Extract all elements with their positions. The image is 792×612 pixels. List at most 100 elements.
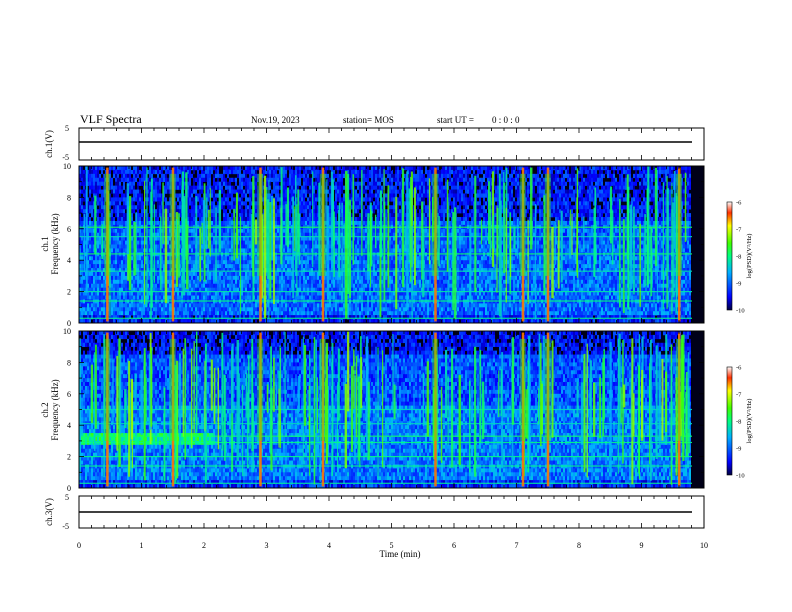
spectrogram-cell (213, 205, 215, 210)
spectrogram-cell (329, 240, 331, 245)
spectrogram-cell (247, 185, 249, 190)
spectrogram-cell (97, 240, 99, 245)
spectrogram-cell (111, 287, 113, 292)
spectrogram-cell (199, 205, 201, 210)
spectrogram-cell (205, 307, 207, 312)
spectrogram-cell (331, 166, 333, 171)
spectrogram-cell (99, 189, 101, 194)
spectrogram-cell (117, 185, 119, 190)
spectrogram-cell (249, 193, 251, 198)
spectrogram-cell (237, 271, 239, 277)
spectrogram-cell (113, 303, 115, 308)
spectrogram-cell (105, 228, 107, 234)
spectrogram-cell (249, 169, 251, 175)
spectrogram-cell (201, 248, 203, 253)
spectrogram-cell (309, 236, 311, 241)
spectrogram-cell (149, 275, 151, 281)
spectrogram-cell (139, 279, 141, 285)
spectrogram-cell (117, 197, 119, 202)
spectrogram-cell (223, 311, 225, 316)
spectrogram-cell (149, 315, 151, 320)
spectrogram-cell (125, 315, 127, 320)
station-label: station= MOS (343, 115, 394, 125)
spectrogram-cell (115, 271, 117, 277)
spectrogram-cell (303, 197, 305, 202)
spectrogram-cell (189, 240, 191, 245)
spectrogram-cell (287, 256, 289, 261)
spectrogram-cell (331, 303, 333, 308)
spectrogram-cell (159, 181, 161, 186)
spectrogram-cell (95, 271, 97, 277)
spectrogram-cell (223, 220, 225, 226)
spectrogram-cell (115, 264, 117, 269)
spectrogram-cell (109, 319, 111, 324)
spectrogram-cell (105, 303, 107, 308)
spectrogram-cell (249, 173, 251, 179)
spectrogram-cell (177, 291, 179, 296)
spectrogram-cell (227, 295, 229, 300)
spectrogram-cell (145, 279, 147, 285)
spectrogram-cell (209, 279, 211, 285)
spectrogram-cell (201, 260, 203, 265)
spectrogram-cell (115, 201, 117, 206)
spectrogram-cell (91, 287, 93, 292)
spectrogram-cell (305, 260, 307, 265)
spectrogram-cell (139, 307, 141, 312)
spectrogram-cell (303, 220, 305, 226)
spectrogram-cell (149, 260, 151, 265)
spectrogram-cell (139, 315, 141, 320)
spectrogram-cell (313, 181, 315, 186)
spectrogram-cell (201, 271, 203, 277)
spectrogram-cell (193, 283, 195, 288)
spectrogram-cell (227, 205, 229, 210)
spectrogram-cell (225, 209, 227, 214)
spectrogram-cell (93, 291, 95, 296)
spectrogram-cell (99, 271, 101, 277)
spectrogram-cell (177, 193, 179, 198)
spectrogram-cell (91, 201, 93, 206)
spectrogram-cell (199, 295, 201, 300)
spectrogram-cell (111, 268, 113, 273)
spectrogram-cell (211, 240, 213, 245)
spectrogram-cell (91, 209, 93, 214)
spectrogram-cell (179, 315, 181, 320)
spectrogram-cell (135, 319, 137, 324)
spectrogram-cell (81, 271, 83, 277)
spectrogram-cell (199, 315, 201, 320)
spectrogram-cell (231, 189, 233, 194)
spectrogram-cell (147, 275, 149, 281)
spectrogram-cell (111, 240, 113, 245)
spectrogram-cell (211, 260, 213, 265)
spectrogram-cell (317, 303, 319, 308)
spectrogram-cell (271, 177, 273, 182)
spectrogram-cell (197, 240, 199, 245)
spectrogram-cell (329, 209, 331, 214)
spectrogram-cell (179, 287, 181, 292)
spectrogram-cell (103, 264, 105, 269)
spectrogram-cell (151, 169, 153, 175)
spectrogram-cell (159, 279, 161, 285)
spectrogram-cell (193, 244, 195, 249)
spectrogram-cell (117, 283, 119, 288)
spectrogram-cell (203, 169, 205, 175)
spectrogram-cell (115, 268, 117, 273)
spectrogram-cell (243, 291, 245, 296)
spectrogram-cell (101, 303, 103, 308)
spectrogram-cell (161, 303, 163, 308)
spectrogram-cell (305, 177, 307, 182)
spectrogram-cell (223, 169, 225, 175)
spectrogram-cell (229, 201, 231, 206)
spectrogram-cell (125, 279, 127, 285)
spectrogram-cell (79, 307, 81, 312)
spectrogram-cell (305, 244, 307, 249)
spectrogram-cell (311, 166, 313, 171)
spectrogram-cell (161, 240, 163, 245)
spectrogram-cell (103, 173, 105, 179)
spectrogram-cell (139, 197, 141, 202)
spectrogram-cell (329, 220, 331, 226)
spectrogram-cell (243, 193, 245, 198)
spectrogram-cell (159, 185, 161, 190)
spectrogram-cell (221, 295, 223, 300)
spectrogram-cell (205, 256, 207, 261)
spectrogram-cell (233, 303, 235, 308)
